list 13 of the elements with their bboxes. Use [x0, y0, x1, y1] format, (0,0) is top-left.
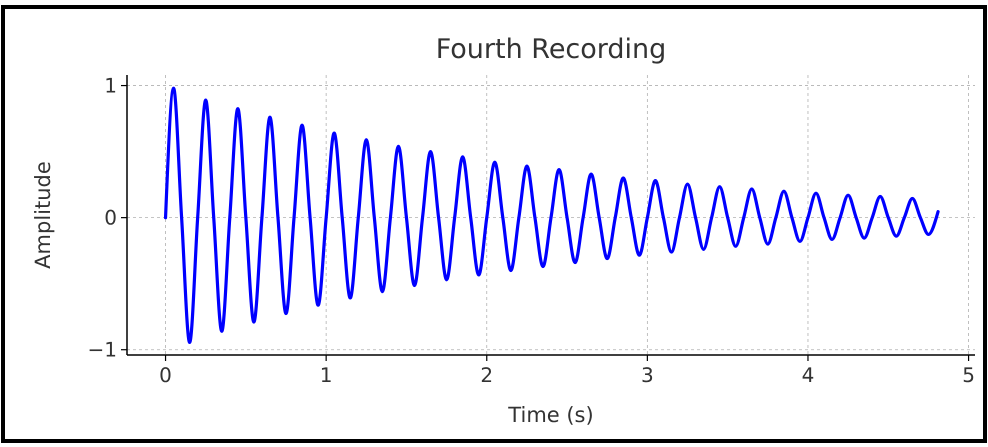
- line-series: [164, 86, 940, 344]
- chart-title: Fourth Recording: [436, 34, 666, 65]
- x-tick-label: 5: [962, 363, 975, 387]
- x-tick-label: 0: [159, 363, 172, 387]
- y-tick-label: 0: [104, 206, 117, 230]
- x-tick-label: 1: [320, 363, 333, 387]
- x-tick-label: 4: [802, 363, 814, 387]
- y-tick-label: 1: [104, 74, 117, 98]
- x-axis-title: Time (s): [507, 403, 594, 427]
- y-axis-title: Amplitude: [31, 161, 55, 269]
- x-tick-label: 2: [480, 363, 494, 387]
- x-tick-label: 3: [640, 363, 654, 387]
- y-tick-label: −1: [88, 338, 117, 362]
